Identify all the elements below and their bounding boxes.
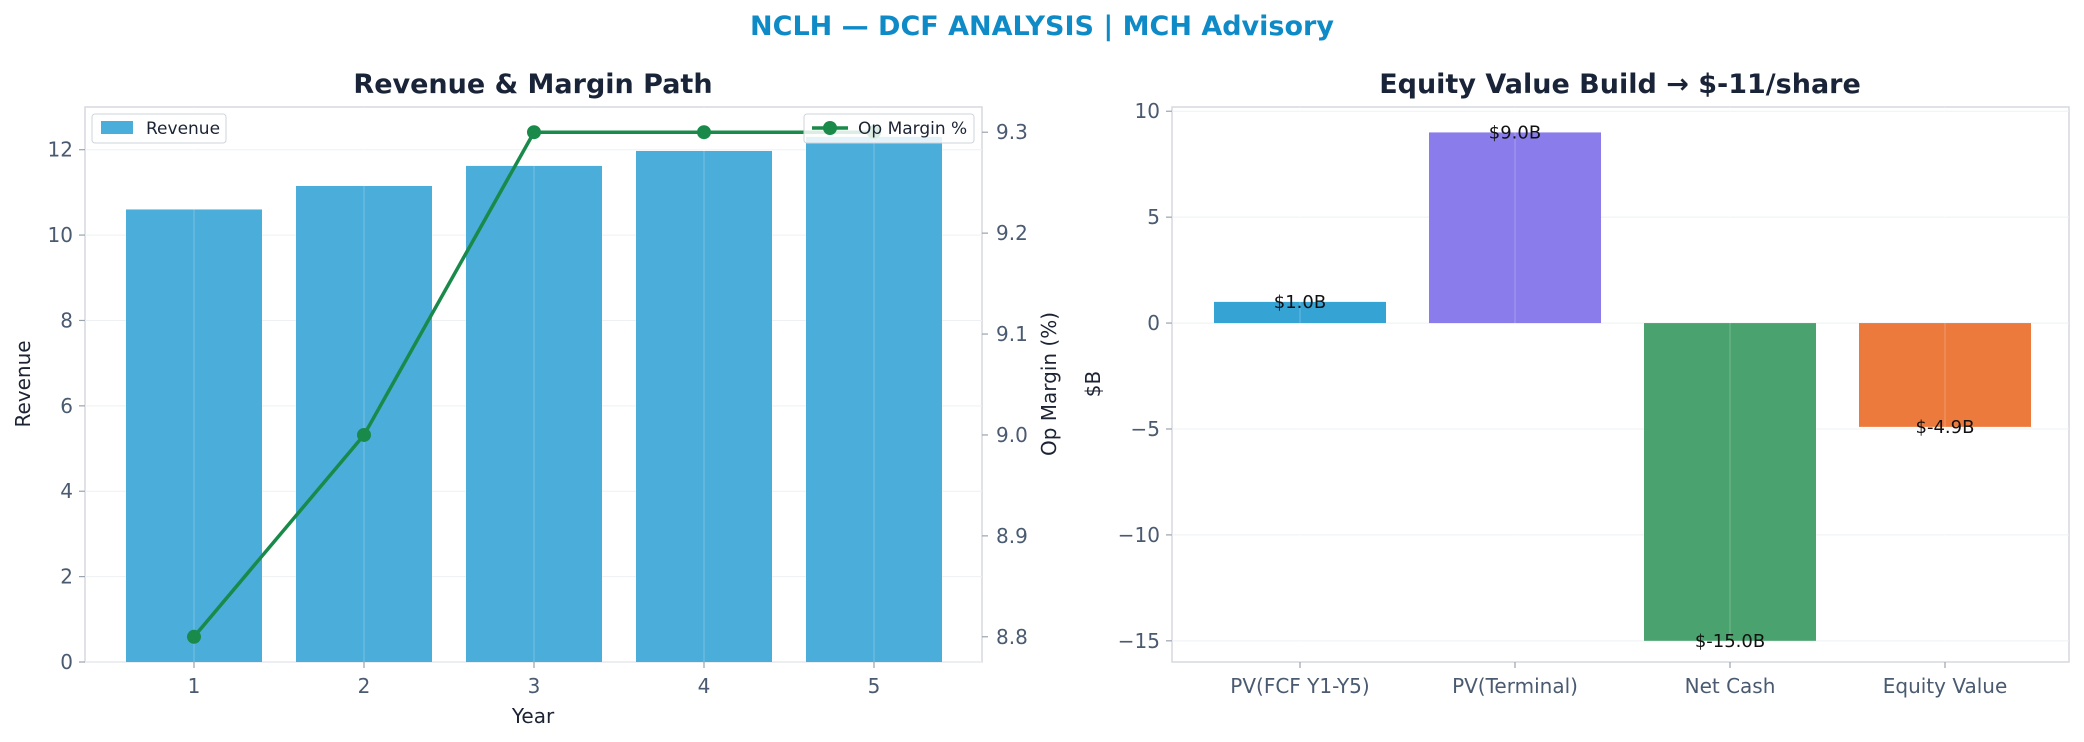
op-margin-legend-marker xyxy=(823,121,837,135)
left-y-tick-label-6: 12 xyxy=(48,138,73,162)
left-y-axis-label: Revenue xyxy=(11,340,35,427)
revenue-legend: Revenue xyxy=(91,113,227,144)
equity-bars xyxy=(1214,132,2031,641)
left-y-ticks: 0 2 4 6 8 10 12 xyxy=(48,138,85,674)
revenue-bar-3 xyxy=(466,165,602,662)
left-x-tick-label-2: 3 xyxy=(528,674,541,698)
right-x-ticks: PV(FCF Y1-Y5) PV(Terminal) Net Cash Equity … xyxy=(1230,662,2007,698)
equity-bar-4 xyxy=(1859,323,2031,427)
left-x-tick-label-4: 5 xyxy=(868,674,881,698)
left-y-tick-label-3: 6 xyxy=(60,394,73,418)
right-y-tick-label-1: −10 xyxy=(1118,523,1160,547)
op-margin-legend-label: Op Margin % xyxy=(858,119,967,139)
equity-data-label-4: $-4.9B xyxy=(1916,417,1975,438)
op-margin-point-1 xyxy=(187,629,201,644)
revenue-bar-5 xyxy=(806,136,942,662)
right-y-tick-label-4: 5 xyxy=(1147,205,1160,229)
op-margin-point-4 xyxy=(697,125,711,140)
secondary-y-tick-label-1: 8.9 xyxy=(996,524,1028,548)
figure-suptitle: NCLH — DCF ANALYSIS | MCH Advisory xyxy=(750,11,1334,42)
equity-data-label-2: $9.0B xyxy=(1489,122,1541,143)
secondary-y-axis-label: Op Margin (%) xyxy=(1037,312,1061,456)
secondary-y-tick-label-2: 9.0 xyxy=(996,423,1028,447)
right-y-tick-label-0: −15 xyxy=(1118,629,1160,653)
op-margin-point-3 xyxy=(527,125,541,140)
right-x-tick-label-1: PV(Terminal) xyxy=(1452,674,1578,698)
right-y-tick-label-3: 0 xyxy=(1147,311,1160,335)
right-x-tick-label-3: Equity Value xyxy=(1883,674,2008,698)
equity-bar-3 xyxy=(1644,323,1816,641)
left-y-tick-label-4: 8 xyxy=(60,308,73,332)
equity-data-label-3: $-15.0B xyxy=(1695,631,1765,652)
equity-data-label-1: $1.0B xyxy=(1274,292,1326,313)
left-x-grid xyxy=(193,107,875,662)
secondary-y-ticks: 8.8 8.9 9.0 9.1 9.2 9.3 xyxy=(982,120,1028,649)
equity-data-labels: $1.0B $9.0B $-15.0B $-4.9B xyxy=(1274,122,1975,651)
revenue-bar-2 xyxy=(296,185,432,662)
left-y-tick-label-1: 2 xyxy=(60,565,73,589)
secondary-y-tick-label-0: 8.8 xyxy=(996,625,1028,649)
right-x-tick-label-0: PV(FCF Y1-Y5) xyxy=(1230,674,1369,698)
right-y-tick-label-2: −5 xyxy=(1131,417,1160,441)
left-x-ticks: 1 2 3 4 5 xyxy=(188,662,881,698)
left-x-axis-label: Year xyxy=(511,704,555,728)
left-x-tick-label-0: 1 xyxy=(188,674,201,698)
revenue-legend-label: Revenue xyxy=(146,119,220,139)
left-chart-title: Revenue & Margin Path xyxy=(353,69,712,100)
revenue-bar-4 xyxy=(636,150,772,662)
left-x-tick-label-1: 2 xyxy=(358,674,371,698)
secondary-y-tick-label-5: 9.3 xyxy=(996,120,1028,144)
revenue-bars xyxy=(126,136,942,662)
right-chart-title: Equity Value Build → $-11/share xyxy=(1379,69,1861,100)
secondary-y-tick-label-3: 9.1 xyxy=(996,322,1028,346)
revenue-legend-swatch xyxy=(101,121,133,134)
equity-build-panel: Equity Value Build → $-11/share $1.0B $9.… xyxy=(1081,69,2070,698)
equity-bar-1 xyxy=(1214,301,1386,324)
right-y-tick-label-5: 10 xyxy=(1135,99,1160,123)
op-margin-legend-box xyxy=(803,113,975,144)
equity-bar-2 xyxy=(1429,132,1601,324)
left-y-tick-label-5: 10 xyxy=(48,223,73,247)
left-y-tick-label-0: 0 xyxy=(60,650,73,674)
secondary-y-tick-label-4: 9.2 xyxy=(996,221,1028,245)
left-y-tick-label-2: 4 xyxy=(60,479,73,503)
op-margin-point-2 xyxy=(357,427,371,442)
right-y-ticks: −15 −10 −5 0 5 10 xyxy=(1118,99,1172,653)
right-x-grid xyxy=(1299,107,1946,662)
revenue-bar-1 xyxy=(126,209,262,662)
right-y-axis-label: $B xyxy=(1081,371,1105,397)
left-x-tick-label-3: 4 xyxy=(698,674,711,698)
right-x-tick-label-2: Net Cash xyxy=(1685,674,1776,698)
op-margin-legend: Op Margin % xyxy=(803,113,975,144)
